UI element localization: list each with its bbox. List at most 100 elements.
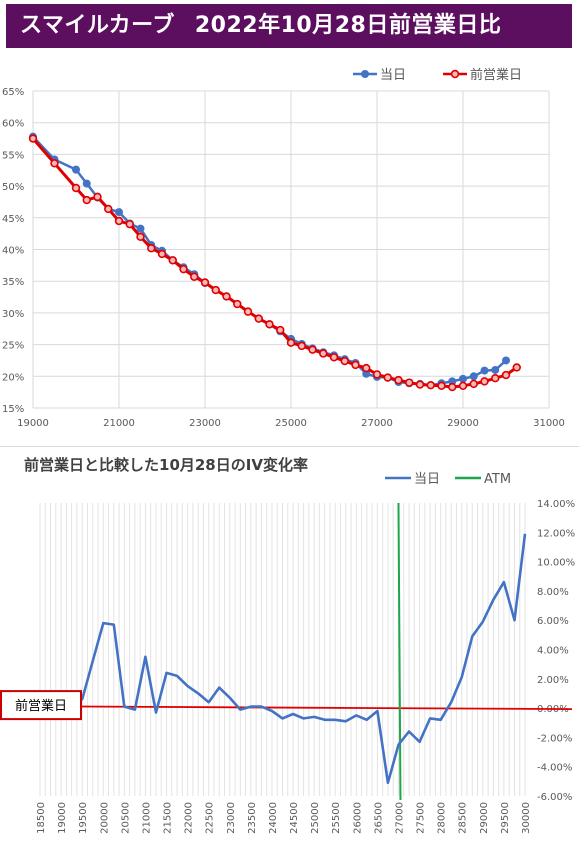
x-tick-label: 22000 <box>184 802 195 834</box>
y-tick-label: 12.00% <box>537 528 575 539</box>
data-point-prev <box>276 325 285 335</box>
y-tick-label: 30% <box>2 309 24 320</box>
x-tick-label: 25000 <box>275 418 307 429</box>
x-tick-label: 24000 <box>268 802 279 834</box>
x-tick-label: 29000 <box>447 418 479 429</box>
banner-title-right: 2022年10月28日前営業日比 <box>194 13 502 38</box>
reference-label-box <box>0 690 82 721</box>
x-tick-label: 23500 <box>247 802 258 834</box>
x-tick-label: 28500 <box>458 802 469 834</box>
iv-change-chart: 前営業日と比較した10月28日のIV変化率-6.00%-4.00%-2.00%0… <box>0 456 575 834</box>
x-tick-label: 29500 <box>500 802 511 834</box>
data-point-prev <box>512 363 521 372</box>
y-tick-label: 14.00% <box>537 499 575 510</box>
series-line-today <box>32 135 507 387</box>
chart-title: 前営業日と比較した10月28日のIV変化率 <box>24 456 308 474</box>
y-tick-label: 4.00% <box>537 646 569 657</box>
data-point-prev <box>82 195 91 205</box>
x-tick-label: 27500 <box>416 802 427 834</box>
x-tick-label: 31000 <box>533 418 565 429</box>
data-point-prev <box>469 379 478 389</box>
data-point-prev <box>491 374 500 383</box>
data-point-prev <box>426 380 435 390</box>
x-tick-label: 26500 <box>373 802 384 834</box>
data-point-prev <box>114 216 124 226</box>
data-point-prev <box>405 378 414 387</box>
data-point-prev <box>394 375 403 385</box>
chart-divider <box>0 446 579 447</box>
data-point-today <box>115 208 123 217</box>
data-point-prev <box>200 278 210 287</box>
data-point-prev <box>93 192 102 202</box>
y-tick-label: 55% <box>2 150 24 161</box>
x-tick-label: 21500 <box>163 802 174 834</box>
data-point-prev <box>351 360 360 370</box>
data-point-prev <box>448 382 457 392</box>
reference-label: 前営業日 <box>15 698 67 714</box>
data-point-today <box>469 372 478 381</box>
legend-marker-prev <box>450 69 460 79</box>
data-point-prev <box>104 204 113 214</box>
x-tick-label: 19500 <box>78 802 89 834</box>
data-point-prev <box>71 183 81 193</box>
x-tick-label: 27000 <box>394 802 405 834</box>
x-tick-label: 20500 <box>120 802 131 834</box>
x-tick-label: 18500 <box>36 802 47 834</box>
data-point-today <box>82 179 91 188</box>
data-point-prev <box>125 219 134 229</box>
data-point-prev <box>28 134 38 143</box>
data-point-prev <box>372 370 382 379</box>
y-tick-label: 25% <box>2 341 24 352</box>
data-point-today <box>502 356 510 365</box>
reference-line-prev-day <box>0 705 573 710</box>
x-tick-label: 19000 <box>17 418 49 429</box>
data-point-prev <box>297 341 306 351</box>
x-tick-label: 29000 <box>479 802 490 834</box>
data-point-prev <box>222 292 231 301</box>
x-tick-label: 21000 <box>141 802 152 834</box>
data-point-prev <box>136 232 145 242</box>
x-tick-label: 23000 <box>226 802 237 834</box>
data-point-prev <box>329 353 339 362</box>
data-point-prev <box>243 307 253 316</box>
data-point-prev <box>340 356 349 366</box>
atm-line <box>397 502 402 801</box>
data-point-prev <box>179 264 188 274</box>
data-point-today <box>459 374 467 383</box>
legend-label-today: 当日 <box>414 472 440 487</box>
data-point-prev <box>458 381 468 391</box>
data-point-prev <box>319 349 328 358</box>
x-tick-label: 20000 <box>99 802 110 834</box>
x-tick-label: 25000 <box>310 802 321 834</box>
x-tick-label: 19000 <box>57 802 68 834</box>
x-tick-label: 21000 <box>103 418 135 429</box>
data-point-prev <box>362 363 371 373</box>
x-tick-label: 25500 <box>331 802 342 834</box>
data-point-prev <box>501 370 511 380</box>
data-point-prev <box>157 249 167 259</box>
y-tick-label: -4.00% <box>537 763 572 774</box>
data-point-today <box>448 377 457 386</box>
x-tick-label: 30000 <box>521 802 532 834</box>
data-point-prev <box>437 381 446 391</box>
x-tick-label: 23000 <box>189 418 221 429</box>
y-tick-label: 60% <box>2 119 24 130</box>
data-point-today <box>480 366 489 375</box>
data-point-prev <box>211 285 220 295</box>
y-tick-label: 6.00% <box>537 616 569 627</box>
y-tick-label: 35% <box>2 277 24 288</box>
x-tick-label: 24500 <box>289 802 300 834</box>
data-point-prev <box>254 314 263 323</box>
data-point-today <box>136 224 145 233</box>
data-point-prev <box>415 380 425 389</box>
x-tick-label: 28000 <box>437 802 448 834</box>
banner-title-left: スマイルカーブ <box>20 13 175 38</box>
legend-label-today: 当日 <box>380 68 406 83</box>
x-tick-label: 26000 <box>352 802 363 834</box>
data-point-prev <box>308 345 317 354</box>
data-point-today <box>72 165 80 174</box>
data-point-prev <box>233 299 242 309</box>
y-tick-label: 2.00% <box>537 675 569 686</box>
smile-curve-chart: 15% 20% 25% 30% 35% 40% 45% 50% 55% 60% 65% 19000 21… <box>2 67 565 429</box>
page-banner: スマイルカーブ 2022年10月28日前営業日比 <box>6 4 572 48</box>
